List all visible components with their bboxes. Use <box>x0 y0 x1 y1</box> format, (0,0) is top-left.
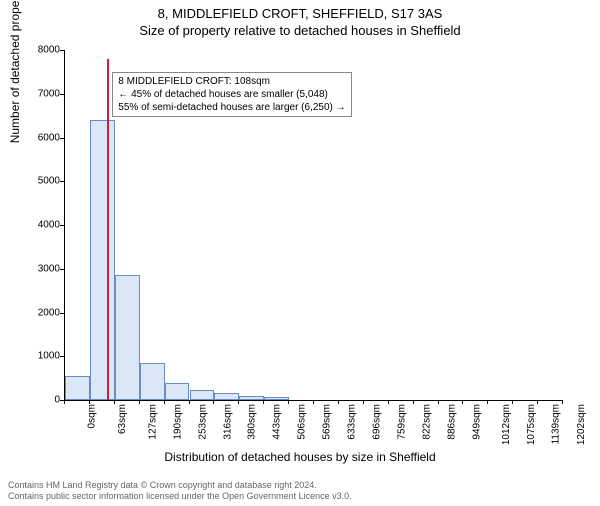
x-tick-label: 443sqm <box>272 404 283 440</box>
x-axis-label: Distribution of detached houses by size … <box>0 450 600 464</box>
histogram-bar <box>165 383 190 400</box>
x-tick-label: 506sqm <box>297 404 308 440</box>
x-tick-mark <box>487 400 488 404</box>
y-tick-mark <box>60 181 64 182</box>
plot-area: 8 MIDDLEFIELD CROFT: 108sqm← 45% of deta… <box>64 50 563 401</box>
x-tick-label: 886sqm <box>446 404 457 440</box>
x-tick-label: 1139sqm <box>551 404 562 444</box>
histogram-bar <box>140 363 165 400</box>
x-tick-label: 190sqm <box>172 404 183 440</box>
x-tick-label: 1202sqm <box>576 404 587 445</box>
footer-line-1: Contains HM Land Registry data © Crown c… <box>8 480 352 491</box>
histogram-bar <box>264 397 289 400</box>
x-tick-label: 1075sqm <box>526 404 537 445</box>
x-tick-mark <box>288 400 289 404</box>
x-tick-label: 63sqm <box>117 404 128 434</box>
y-tick-label: 5000 <box>38 176 60 187</box>
x-tick-mark <box>139 400 140 404</box>
x-tick-mark <box>438 400 439 404</box>
x-tick-mark <box>363 400 364 404</box>
y-tick-mark <box>60 94 64 95</box>
annotation-line-3: 55% of semi-detached houses are larger (… <box>118 101 345 114</box>
y-tick-label: 4000 <box>38 220 60 231</box>
x-tick-mark <box>462 400 463 404</box>
x-tick-label: 949sqm <box>471 404 482 440</box>
y-axis-label: Number of detached properties <box>8 0 22 143</box>
x-tick-label: 569sqm <box>322 404 333 440</box>
annotation-line-1: 8 MIDDLEFIELD CROFT: 108sqm <box>118 75 345 88</box>
x-tick-label: 696sqm <box>371 404 382 440</box>
x-tick-label: 1012sqm <box>502 404 513 445</box>
y-tick-label: 7000 <box>38 88 60 99</box>
x-tick-mark <box>413 400 414 404</box>
histogram-bar <box>239 396 264 400</box>
x-tick-label: 127sqm <box>147 404 158 440</box>
x-tick-mark <box>562 400 563 404</box>
x-tick-mark <box>537 400 538 404</box>
histogram-bar <box>214 393 239 400</box>
histogram-bar <box>190 390 215 400</box>
y-tick-mark <box>60 313 64 314</box>
x-tick-mark <box>114 400 115 404</box>
title-sub: Size of property relative to detached ho… <box>0 23 600 38</box>
x-tick-label: 316sqm <box>222 404 233 440</box>
x-tick-label: 380sqm <box>247 404 258 440</box>
x-tick-label: 253sqm <box>197 404 208 440</box>
x-tick-label: 0sqm <box>86 404 97 428</box>
x-tick-mark <box>388 400 389 404</box>
x-tick-mark <box>263 400 264 404</box>
x-tick-mark <box>64 400 65 404</box>
property-marker-line <box>107 59 109 400</box>
x-tick-mark <box>238 400 239 404</box>
histogram-bar <box>115 275 140 400</box>
y-tick-label: 2000 <box>38 307 60 318</box>
y-tick-mark <box>60 225 64 226</box>
y-tick-label: 1000 <box>38 351 60 362</box>
y-tick-mark <box>60 356 64 357</box>
x-tick-mark <box>189 400 190 404</box>
x-tick-mark <box>213 400 214 404</box>
x-tick-mark <box>164 400 165 404</box>
x-tick-mark <box>89 400 90 404</box>
x-tick-mark <box>313 400 314 404</box>
y-tick-mark <box>60 269 64 270</box>
histogram-bar <box>65 376 90 400</box>
title-main: 8, MIDDLEFIELD CROFT, SHEFFIELD, S17 3AS <box>0 6 600 21</box>
x-tick-label: 822sqm <box>421 404 432 440</box>
x-tick-label: 633sqm <box>347 404 358 440</box>
footer-line-2: Contains public sector information licen… <box>8 491 352 502</box>
y-tick-label: 3000 <box>38 263 60 274</box>
y-tick-label: 6000 <box>38 132 60 143</box>
x-tick-mark <box>512 400 513 404</box>
x-tick-mark <box>338 400 339 404</box>
footer-attribution: Contains HM Land Registry data © Crown c… <box>8 480 352 503</box>
y-tick-mark <box>60 50 64 51</box>
histogram-bar <box>90 120 115 400</box>
annotation-box: 8 MIDDLEFIELD CROFT: 108sqm← 45% of deta… <box>112 72 351 117</box>
y-tick-label: 8000 <box>38 45 60 56</box>
y-tick-mark <box>60 138 64 139</box>
x-tick-label: 759sqm <box>396 404 407 440</box>
annotation-line-2: ← 45% of detached houses are smaller (5,… <box>118 88 345 101</box>
